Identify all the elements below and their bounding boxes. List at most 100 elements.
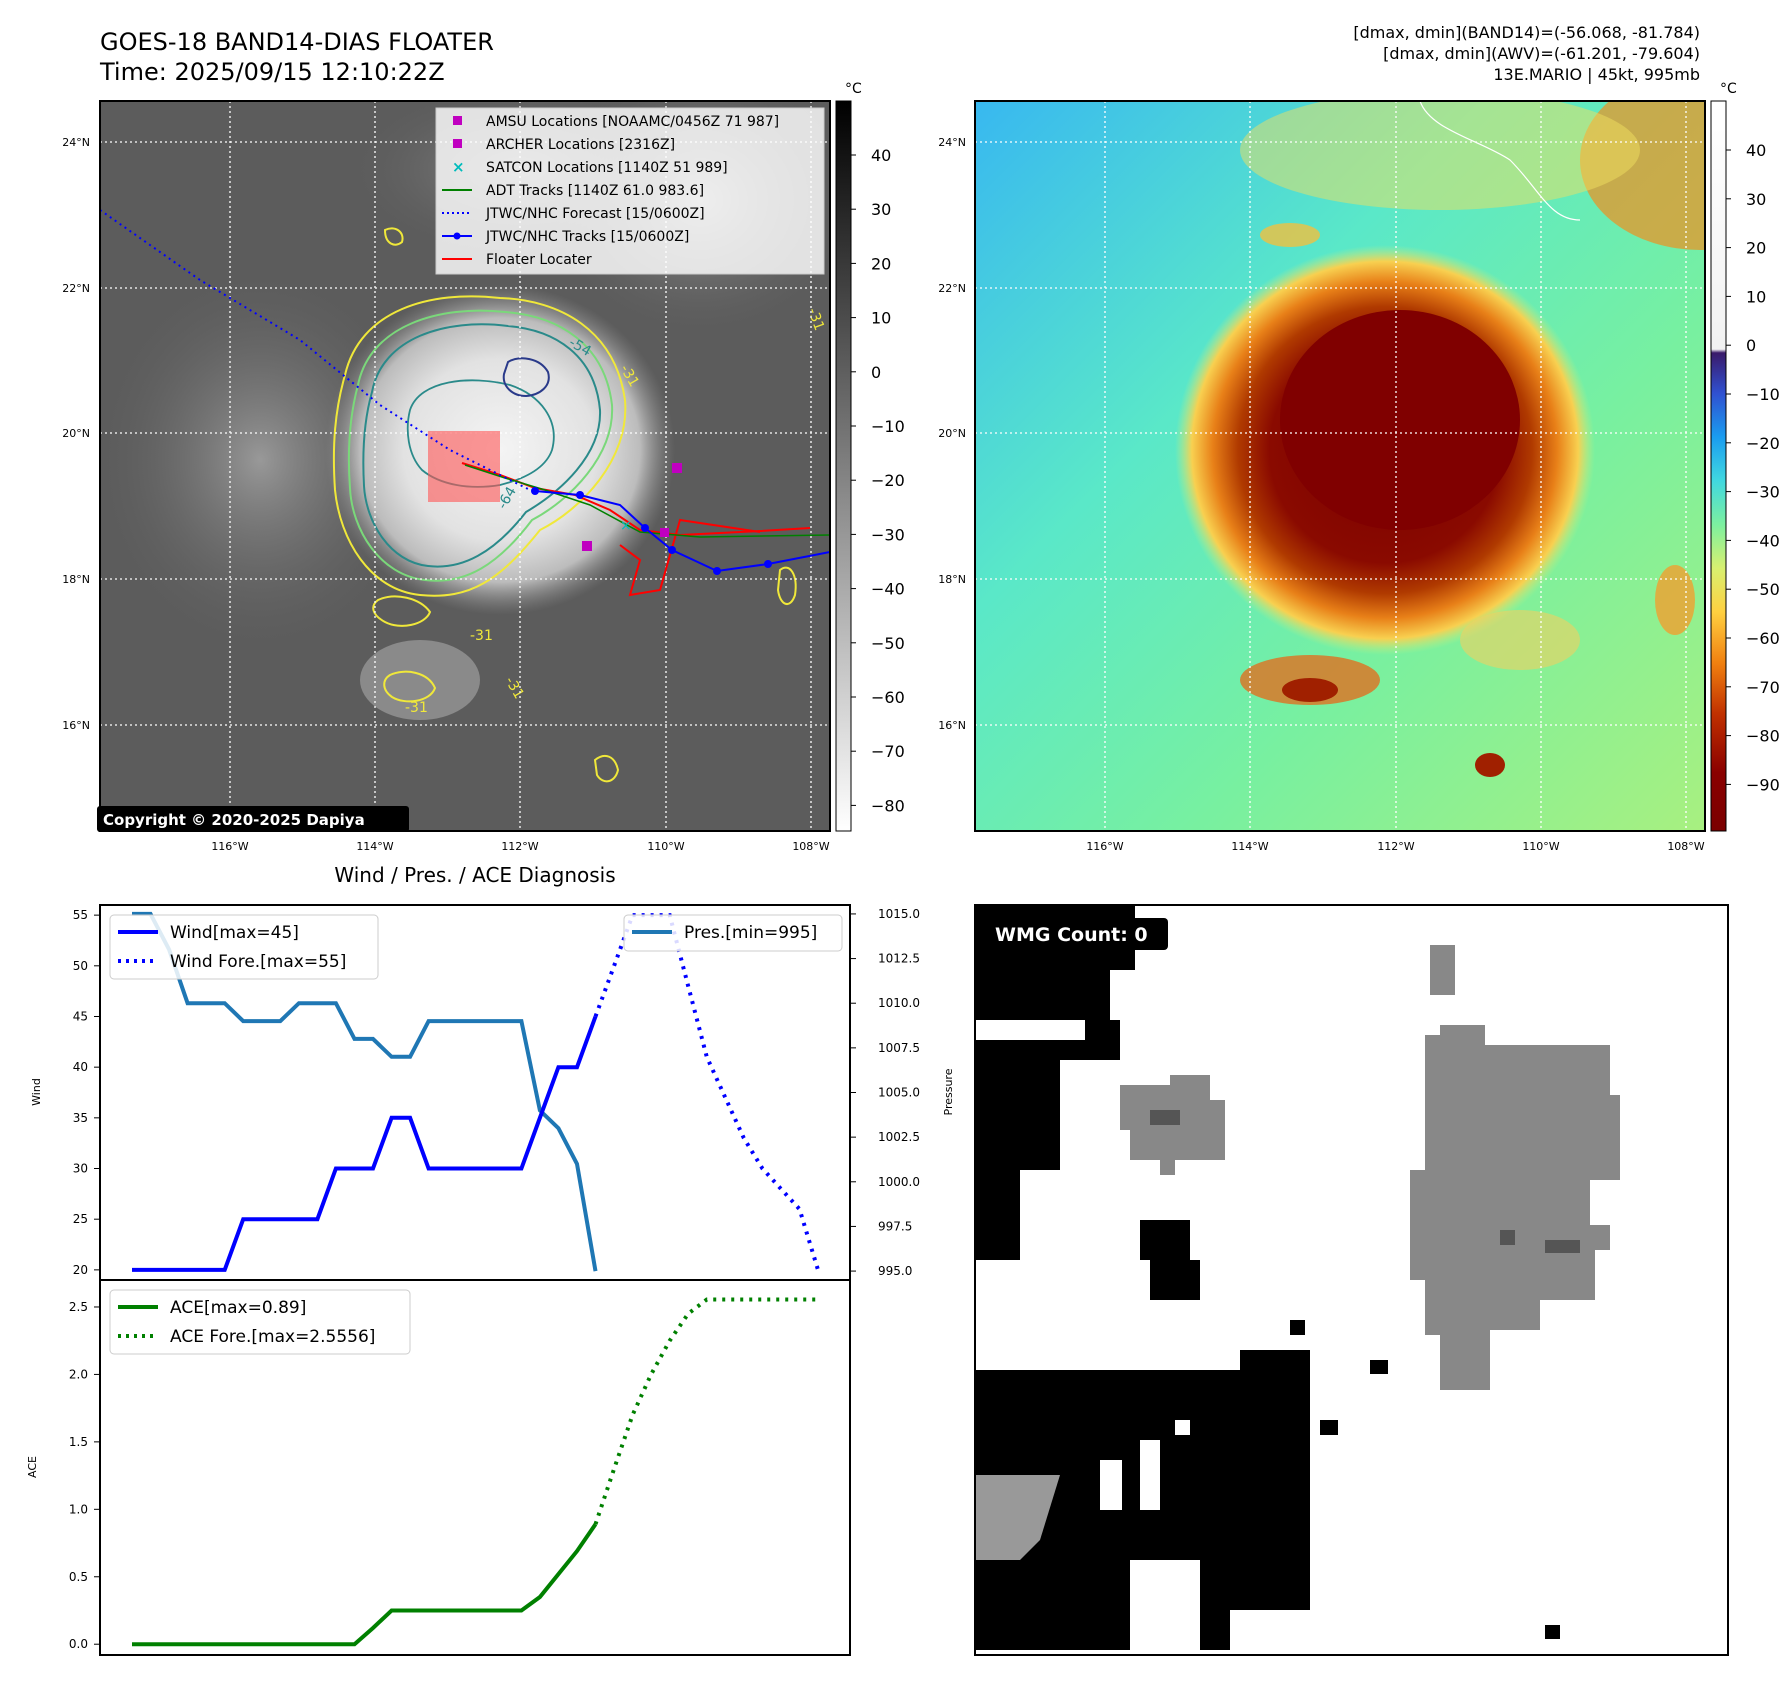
- lat-label: 18°N: [938, 573, 966, 586]
- diagnosis-title: Wind / Pres. / ACE Diagnosis: [334, 863, 615, 887]
- ace-tick-label: 0.0: [69, 1637, 88, 1651]
- pressure-tick-label: 997.5: [878, 1219, 912, 1233]
- right-map-axis-labels: 24°N 22°N 20°N 18°N 16°N 116°W 114°W 112…: [938, 136, 1705, 853]
- contour-label: -31: [804, 306, 827, 333]
- colorbar-tick-label: −90: [1746, 775, 1780, 794]
- figure-time: Time: 2025/09/15 12:10:22Z: [99, 58, 445, 86]
- lon-label: 114°W: [356, 840, 393, 853]
- colorbar-tick-label: −40: [1746, 531, 1780, 550]
- wind-tick-label: 20: [73, 1263, 88, 1277]
- pressure-axis-label: Pressure: [942, 1068, 955, 1115]
- colorbar-tick-label: 20: [871, 254, 891, 273]
- ace-tick-label: 1.5: [69, 1435, 88, 1449]
- copyright-label: Copyright © 2020-2025 Dapiya: [103, 811, 365, 829]
- figure-title: GOES-18 BAND14-DIAS FLOATER: [100, 28, 494, 56]
- colorbar-tick-label: −10: [1746, 385, 1780, 404]
- colorbar-tick-label: −40: [871, 580, 905, 599]
- lat-label: 24°N: [938, 136, 966, 149]
- wind-tick-label: 40: [73, 1060, 88, 1074]
- lat-label: 20°N: [62, 427, 90, 440]
- legend-ace-forecast: ACE Fore.[max=2.5556]: [170, 1327, 375, 1347]
- colorbar-tick-label: 0: [871, 363, 881, 382]
- ir-colorbar: [835, 100, 852, 832]
- colorbar-tick-label: −80: [1746, 727, 1780, 746]
- lon-label: 110°W: [1522, 840, 1559, 853]
- ace-tick-label: 2.5: [69, 1300, 88, 1314]
- lat-label: 20°N: [938, 427, 966, 440]
- satcon-marker: ×: [620, 518, 632, 534]
- lon-label: 114°W: [1231, 840, 1268, 853]
- lat-label: 24°N: [62, 136, 90, 149]
- stats-awv: [dmax, dmin](AWV)=(-61.201, -79.604): [1383, 44, 1700, 63]
- pressure-tick-label: 995.0: [878, 1264, 912, 1278]
- lat-label: 16°N: [62, 719, 90, 732]
- stats-band14: [dmax, dmin](BAND14)=(-56.068, -81.784): [1353, 23, 1700, 42]
- lat-label: 22°N: [938, 282, 966, 295]
- wind-forecast-line: [593, 913, 820, 1271]
- colorbar-tick-label: 40: [1746, 141, 1766, 160]
- wind-line: [132, 1015, 598, 1272]
- lat-label: 22°N: [62, 282, 90, 295]
- wmg-panel: WMG Count: 0: [974, 904, 1729, 1656]
- ace-tick-label: 1.0: [69, 1502, 88, 1516]
- pressure-tick-label: 1012.5: [878, 952, 920, 966]
- wind-tick-label: 35: [73, 1111, 88, 1125]
- color-colorbar-unit: °C: [1720, 81, 1737, 97]
- ace-tick-label: 2.0: [69, 1367, 88, 1381]
- wind-tick-label: 55: [73, 908, 88, 922]
- ir-colorbar-unit: °C: [845, 81, 862, 97]
- ace-tick-label: 0.5: [69, 1570, 88, 1584]
- colorbar-tick-label: 30: [1746, 190, 1766, 209]
- colorbar-tick-label: 0: [1746, 336, 1756, 355]
- wind-tick-label: 30: [73, 1162, 88, 1176]
- storm-summary: 13E.MARIO | 45kt, 995mb: [1493, 65, 1700, 84]
- colorbar-tick-label: 30: [871, 200, 891, 219]
- ace-line: [132, 1523, 598, 1647]
- colorbar-tick-label: −70: [1746, 678, 1780, 697]
- lat-label: 18°N: [62, 573, 90, 586]
- ace-forecast-line: [593, 1297, 818, 1525]
- colorbar-tick-label: −30: [871, 525, 905, 544]
- colorbar-tick-label: −10: [871, 417, 905, 436]
- colorbar-tick-label: 20: [1746, 239, 1766, 258]
- lon-label: 116°W: [211, 840, 248, 853]
- pressure-tick-label: 1000.0: [878, 1175, 920, 1189]
- pressure-tick-label: 1002.5: [878, 1130, 920, 1144]
- lon-label: 108°W: [1667, 840, 1704, 853]
- legend-archer: ARCHER Locations [2316Z]: [486, 137, 675, 153]
- colorbar-tick-label: 10: [1746, 287, 1766, 306]
- ace-chart: 0.0 0.5 1.0 1.5 2.0 2.5 ACE ACE[max=0.89] ACE…: [26, 1279, 851, 1656]
- jtwc-track: [534, 490, 830, 573]
- lon-label: 116°W: [1086, 840, 1123, 853]
- ace-axis-label: ACE: [26, 1456, 39, 1478]
- legend-adt: ADT Tracks [1140Z 61.0 983.6]: [486, 183, 704, 199]
- color-colorbar: [1710, 100, 1727, 832]
- colorbar-tick-label: 40: [871, 146, 891, 165]
- wind-axis-label: Wind: [30, 1078, 43, 1106]
- svg-text:×: ×: [452, 158, 465, 176]
- legend-amsu: AMSU Locations [NOAAMC/0456Z 71 987]: [486, 114, 779, 130]
- legend-wind-forecast: Wind Fore.[max=55]: [170, 952, 346, 972]
- colorbar-tick-label: −20: [871, 471, 905, 490]
- lon-label: 110°W: [647, 840, 684, 853]
- colorbar-tick-label: −50: [871, 634, 905, 653]
- map-legend: AMSU Locations [NOAAMC/0456Z 71 987] ARC…: [435, 107, 825, 275]
- legend-pressure: Pres.[min=995]: [684, 923, 817, 943]
- lat-label: 16°N: [938, 719, 966, 732]
- left-map-axis-labels: 24°N 22°N 20°N 18°N 16°N 116°W 114°W 112…: [62, 136, 830, 853]
- colorbar-tick-label: −60: [1746, 629, 1780, 648]
- pressure-tick-label: 1005.0: [878, 1086, 920, 1100]
- legend-satcon: SATCON Locations [1140Z 51 989]: [486, 160, 728, 176]
- legend-jtwc-forecast: JTWC/NHC Forecast [15/0600Z]: [485, 206, 705, 222]
- ir-map-right: 24°N 22°N 20°N 18°N 16°N 116°W 114°W 112…: [938, 81, 1780, 853]
- wind-tick-label: 50: [73, 959, 88, 973]
- wmg-count-label: WMG Count: 0: [995, 924, 1148, 946]
- lon-label: 108°W: [792, 840, 829, 853]
- contour-label: -31: [470, 628, 493, 644]
- lon-label: 112°W: [1377, 840, 1414, 853]
- wind-tick-label: 45: [73, 1009, 88, 1023]
- floater-box: [428, 431, 500, 502]
- archer-marker: [582, 541, 592, 551]
- wind-tick-label: 25: [73, 1212, 88, 1226]
